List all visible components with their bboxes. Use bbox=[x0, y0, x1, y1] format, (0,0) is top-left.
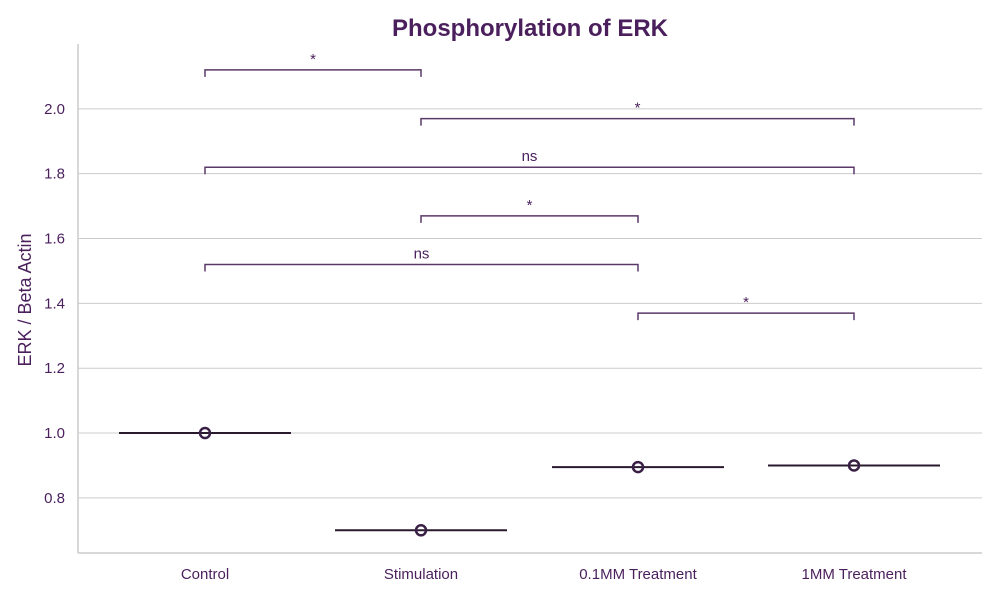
significance-label: * bbox=[743, 294, 749, 311]
significance-bracket bbox=[420, 215, 639, 223]
significance-brackets: * * ns * ns * bbox=[204, 51, 855, 321]
x-tick-label: 0.1MM Treatment bbox=[579, 566, 697, 583]
significance-bracket bbox=[637, 312, 855, 321]
data-point bbox=[414, 524, 428, 537]
data-point bbox=[631, 460, 645, 474]
y-axis-label: ERK / Beta Actin bbox=[15, 233, 35, 366]
significance-bracket bbox=[420, 117, 855, 126]
y-tick-label: 1.0 bbox=[44, 425, 65, 442]
data-marks bbox=[119, 426, 940, 537]
chart-title: Phosphorylation of ERK bbox=[392, 15, 669, 42]
x-tick-label: 1MM Treatment bbox=[801, 566, 907, 583]
significance-bracket bbox=[204, 166, 855, 175]
significance-label: ns bbox=[522, 148, 538, 165]
significance-label: ns bbox=[414, 245, 430, 262]
data-point bbox=[847, 459, 861, 472]
y-tick-label: 1.6 bbox=[44, 231, 65, 248]
x-tick-label: Stimulation bbox=[384, 566, 458, 583]
y-ticks: 0.8 1.0 1.2 1.4 1.6 1.8 2.0 bbox=[44, 101, 65, 507]
x-ticks: Control Stimulation 0.1MM Treatment 1MM Tre… bbox=[181, 566, 908, 583]
y-tick-label: 0.8 bbox=[44, 490, 65, 507]
significance-label: * bbox=[635, 100, 641, 117]
data-point bbox=[198, 426, 212, 440]
y-tick-label: 1.4 bbox=[44, 295, 65, 312]
x-tick-label: Control bbox=[181, 566, 229, 583]
significance-bracket bbox=[204, 263, 639, 272]
significance-bracket bbox=[204, 69, 422, 77]
significance-label: * bbox=[310, 51, 316, 68]
axes bbox=[77, 44, 982, 554]
y-tick-label: 1.8 bbox=[44, 166, 65, 183]
y-tick-label: 2.0 bbox=[44, 101, 65, 118]
significance-label: * bbox=[527, 197, 533, 214]
y-tick-label: 1.2 bbox=[44, 360, 65, 377]
